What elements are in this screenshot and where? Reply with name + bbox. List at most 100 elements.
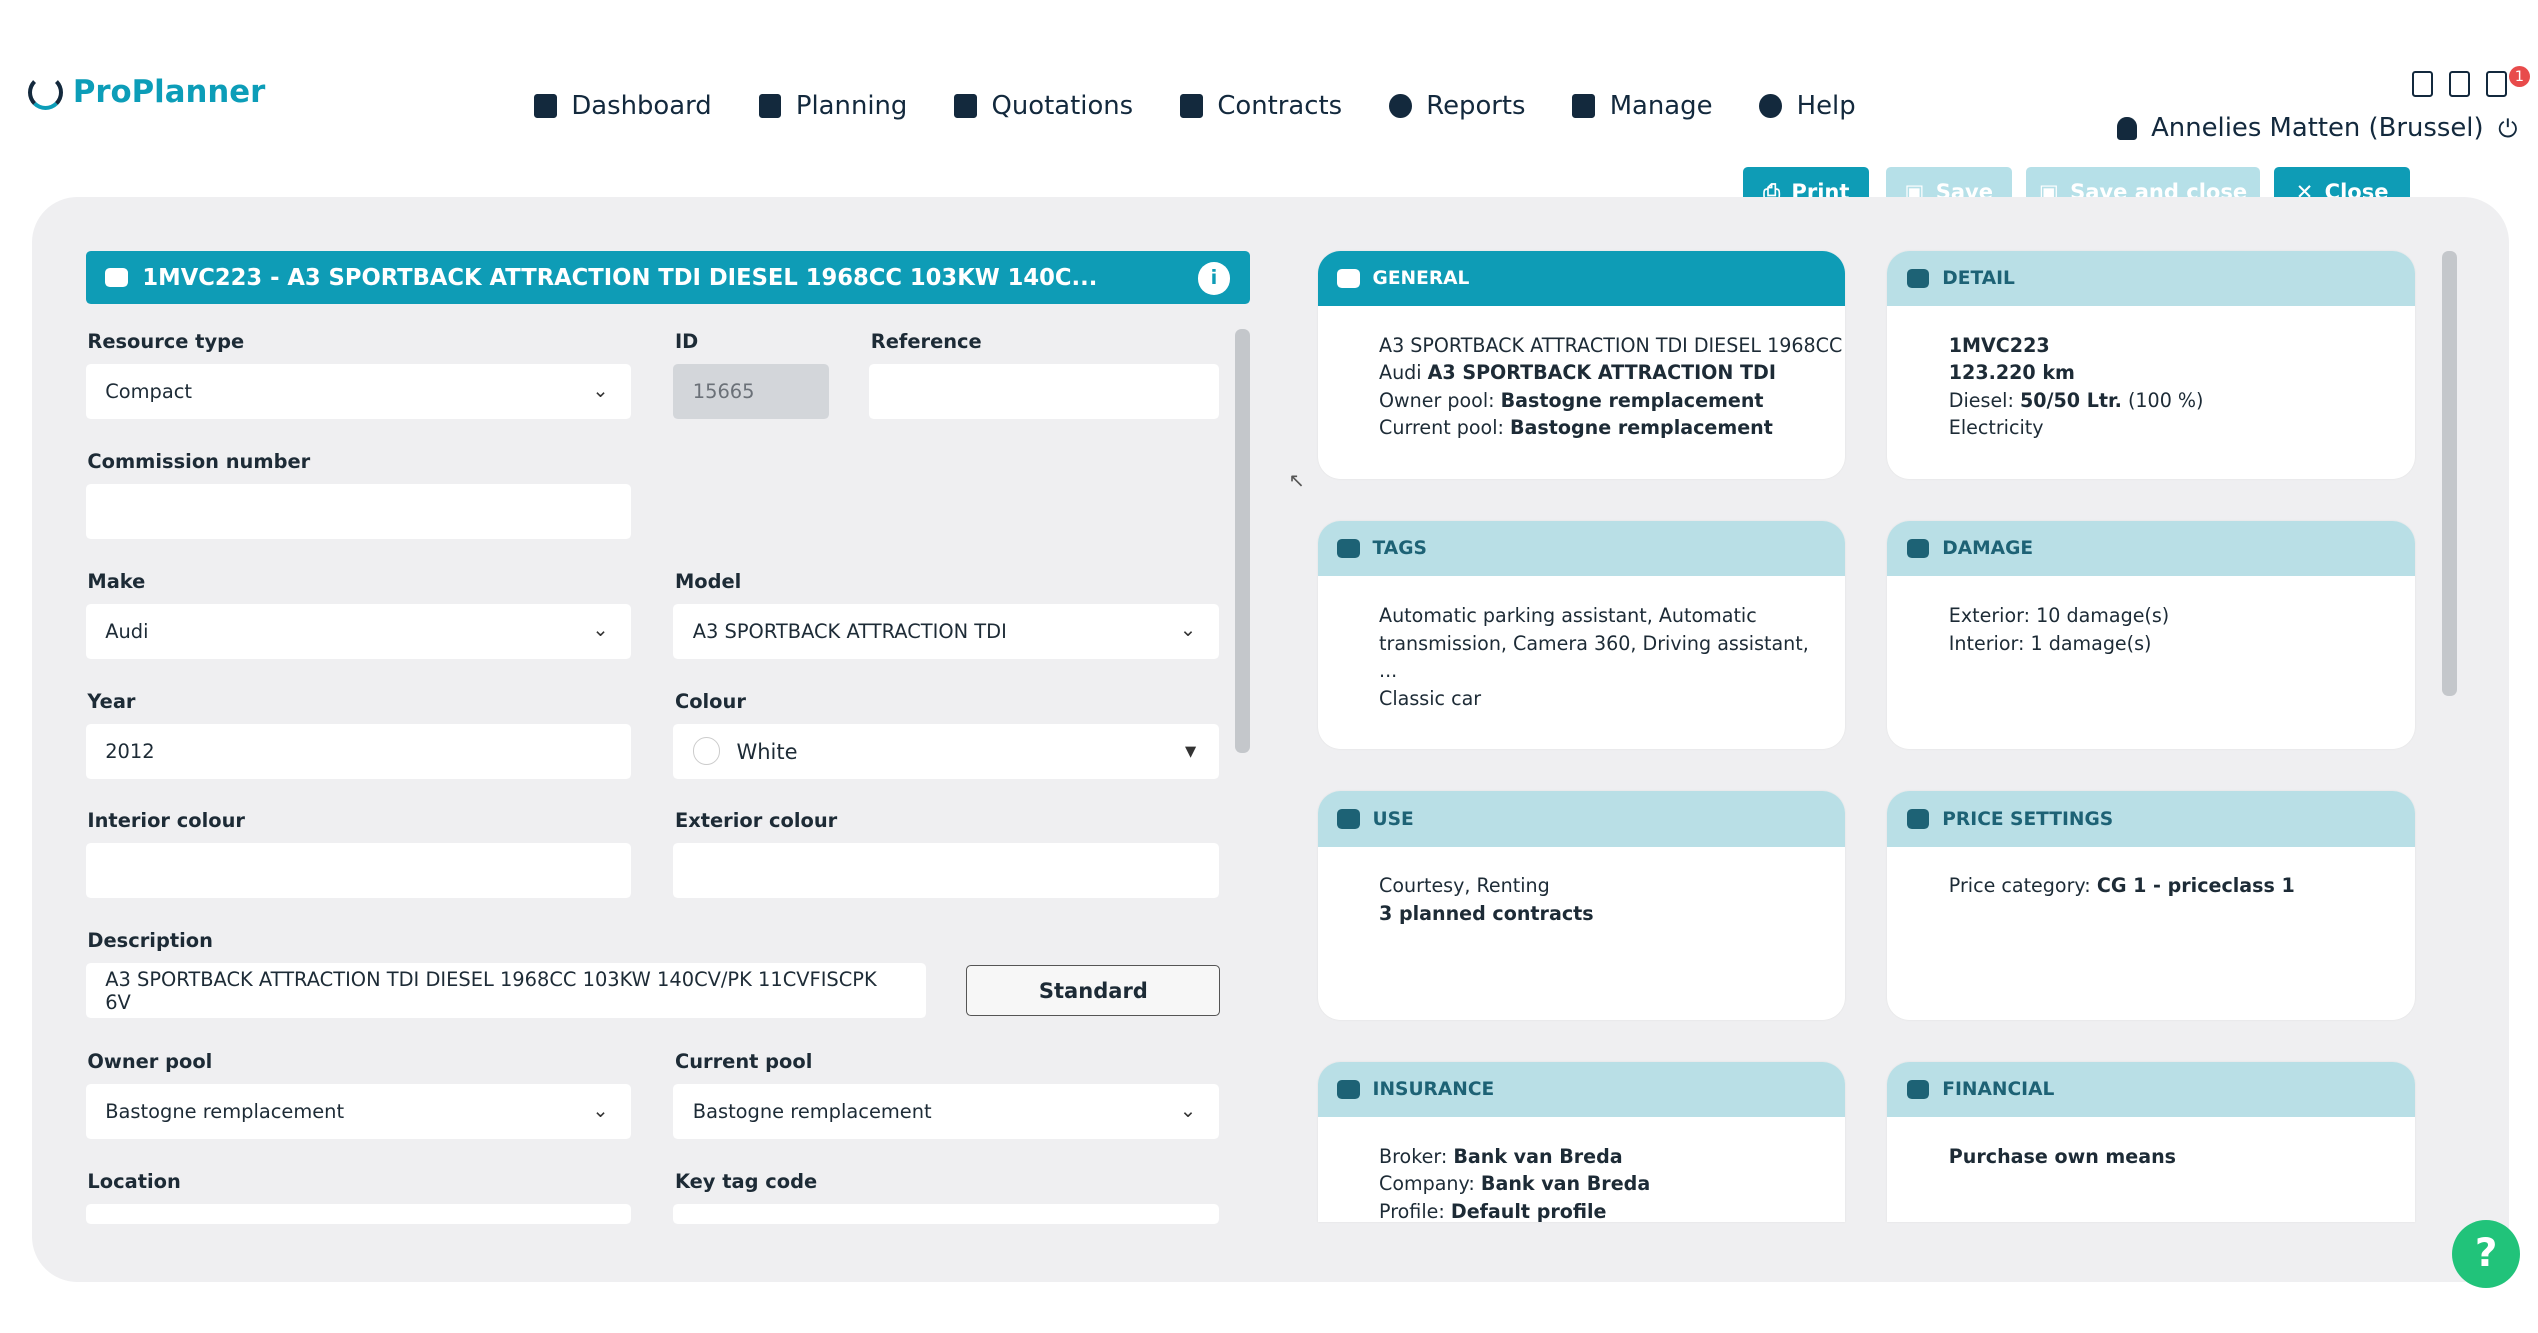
standard-button[interactable]: Standard	[966, 964, 1221, 1017]
card-header: DAMAGE	[1887, 521, 2415, 577]
interior-label: Interior colour	[87, 809, 245, 833]
nav-contracts[interactable]: Contracts	[1180, 91, 1342, 121]
item-value: Bastogne remplacement	[1500, 388, 1764, 412]
power-icon[interactable]: ⏻	[2498, 113, 2518, 143]
item-text: Exterior: 10 damage(s)	[1948, 604, 2170, 628]
reference-input[interactable]	[869, 364, 1219, 420]
calendar-icon	[758, 93, 782, 118]
item-text: Current pool:	[1379, 416, 1510, 440]
card-insurance[interactable]: INSURANCE Broker: Bank van BredaCompany: …	[1317, 1061, 1846, 1223]
card-list: Broker: Bank van BredaCompany: Bank van …	[1318, 1117, 1846, 1222]
notification-icon[interactable]	[2486, 71, 2508, 98]
contract-icon	[1180, 93, 1203, 118]
mouse-cursor-icon: ↖	[1288, 469, 1305, 493]
logo[interactable]: ProPlanner	[27, 74, 266, 111]
current-pool-select[interactable]: Bastogne remplacement ⌄	[673, 1084, 1219, 1140]
resource-title: 1MVC223 - A3 SPORTBACK ATTRACTION TDI DI…	[142, 264, 1098, 291]
current-pool-value: Bastogne remplacement	[692, 1100, 932, 1124]
notification-badge: 1	[2508, 66, 2530, 88]
grid-icon	[534, 93, 557, 118]
user-icon	[2117, 116, 2137, 140]
card-item: Diesel: 50/50 Ltr. (100 %)	[1949, 387, 2415, 415]
car-crash-icon	[1906, 538, 1930, 559]
user-menu[interactable]: Annelies Matten (Brussel) ⏻	[2117, 113, 2517, 143]
item-value: 1MVC223	[1948, 333, 2050, 357]
model-select[interactable]: A3 SPORTBACK ATTRACTION TDI ⌄	[673, 603, 1219, 659]
year-input[interactable]: 2012	[85, 723, 632, 779]
app-name: ProPlanner	[72, 74, 266, 111]
item-text: Courtesy, Renting	[1379, 874, 1550, 898]
card-list: Automatic parking assistant, Automatic t…	[1318, 576, 1846, 712]
description-input[interactable]: A3 SPORTBACK ATTRACTION TDI DIESEL 1968C…	[85, 963, 926, 1019]
card-item: Owner pool: Bastogne remplacement	[1379, 387, 1845, 415]
item-value: A3 SPORTBACK ATTRACTION TDI	[1427, 361, 1776, 385]
card-detail[interactable]: DETAIL1MVC223123.220 kmDiesel: 50/50 Ltr…	[1887, 250, 2415, 480]
shield-icon	[1336, 1079, 1360, 1100]
chevron-down-icon: ⌄	[1179, 618, 1197, 642]
colour-select[interactable]: White ▼	[673, 723, 1219, 779]
card-use[interactable]: USE Courtesy, Renting 3 planned contracts	[1317, 791, 1846, 1020]
card-list: Exterior: 10 damage(s) Interior: 1 damage…	[1887, 576, 2415, 657]
card-item: A3 SPORTBACK ATTRACTION TDI DIESEL 1968C…	[1379, 332, 1845, 360]
commission-input[interactable]	[85, 483, 632, 539]
model-label: Model	[674, 569, 742, 593]
nav-help[interactable]: Help	[1759, 91, 1856, 121]
nav-quotations[interactable]: Quotations	[954, 91, 1133, 121]
location-input[interactable]	[85, 1204, 632, 1224]
card-item: Profile: Default profile	[1379, 1198, 1845, 1222]
card-financial[interactable]: FINANCIAL Purchase own means	[1887, 1061, 2415, 1223]
item-value: 3 planned contracts	[1379, 901, 1594, 925]
cards-scrollbar[interactable]	[2442, 250, 2458, 696]
make-select[interactable]: Audi ⌄	[85, 603, 632, 659]
card-title: GENERAL	[1372, 267, 1470, 289]
card-title: USE	[1372, 808, 1414, 830]
nav-planning[interactable]: Planning	[758, 91, 907, 121]
card-general[interactable]: GENERAL A3 SPORTBACK ATTRACTION TDI DIESE…	[1317, 250, 1846, 480]
info-icon[interactable]: i	[1197, 262, 1231, 295]
card-item: Broker: Bank van Breda	[1379, 1143, 1845, 1171]
item-text: A3 SPORTBACK ATTRACTION TDI DIESEL 1968C…	[1379, 333, 1843, 357]
owner-pool-select[interactable]: Bastogne remplacement ⌄	[85, 1084, 632, 1140]
resource-type-select[interactable]: Compact ⌄	[85, 364, 632, 420]
nav-label: Reports	[1426, 90, 1526, 121]
year-label: Year	[87, 689, 136, 713]
reference-label: Reference	[870, 330, 982, 354]
card-damage[interactable]: DAMAGE Exterior: 10 damage(s) Interior: 1 …	[1887, 521, 2415, 750]
file-export-icon[interactable]	[2448, 71, 2470, 98]
card-header: GENERAL	[1317, 250, 1846, 306]
car-icon	[1336, 268, 1360, 289]
card-item: Audi A3 SPORTBACK ATTRACTION TDI	[1379, 359, 1845, 387]
nav-manage[interactable]: Manage	[1572, 91, 1712, 121]
card-header: FINANCIAL	[1887, 1061, 2415, 1117]
item-text: Automatic parking assistant, Automatic t…	[1379, 604, 1809, 683]
exterior-input[interactable]	[673, 843, 1219, 899]
item-text: Profile:	[1379, 1199, 1451, 1223]
card-header: TAGS	[1317, 521, 1846, 577]
coins-icon	[1906, 809, 1930, 829]
interior-input[interactable]	[85, 843, 632, 899]
year-value: 2012	[105, 739, 155, 763]
card-list: Purchase own means	[1887, 1117, 2415, 1170]
form-scrollbar[interactable]	[1234, 328, 1250, 753]
card-header: INSURANCE	[1317, 1061, 1846, 1117]
help-button[interactable]: ?	[2452, 1220, 2521, 1289]
card-item: Price category: CG 1 - priceclass 1	[1949, 872, 2415, 900]
card-tags[interactable]: TAGS Automatic parking assistant, Automat…	[1317, 521, 1846, 750]
card-item: Electricity	[1949, 414, 2415, 442]
card-title: FINANCIAL	[1942, 1078, 2055, 1100]
card-item: Company: Bank van Breda	[1379, 1170, 1845, 1198]
key-tag-input[interactable]	[673, 1204, 1219, 1224]
item-text: Electricity	[1948, 416, 2044, 440]
card-price-settings[interactable]: PRICE SETTINGS Price category: CG 1 - pri…	[1887, 791, 2415, 1020]
nav-dashboard[interactable]: Dashboard	[534, 91, 712, 121]
clipboard-icon[interactable]	[2411, 71, 2433, 98]
id-input: 15665	[673, 364, 829, 420]
card-item: 1MVC223	[1949, 332, 2415, 360]
nav-reports[interactable]: Reports	[1389, 90, 1526, 121]
card-title: INSURANCE	[1372, 1078, 1495, 1100]
card-item: Automatic parking assistant, Automatic t…	[1379, 602, 1845, 685]
id-value: 15665	[692, 380, 755, 404]
colour-swatch	[692, 737, 721, 765]
card-list: A3 SPORTBACK ATTRACTION TDI DIESEL 1968C…	[1318, 306, 1846, 442]
owner-pool-label: Owner pool	[87, 1050, 213, 1074]
